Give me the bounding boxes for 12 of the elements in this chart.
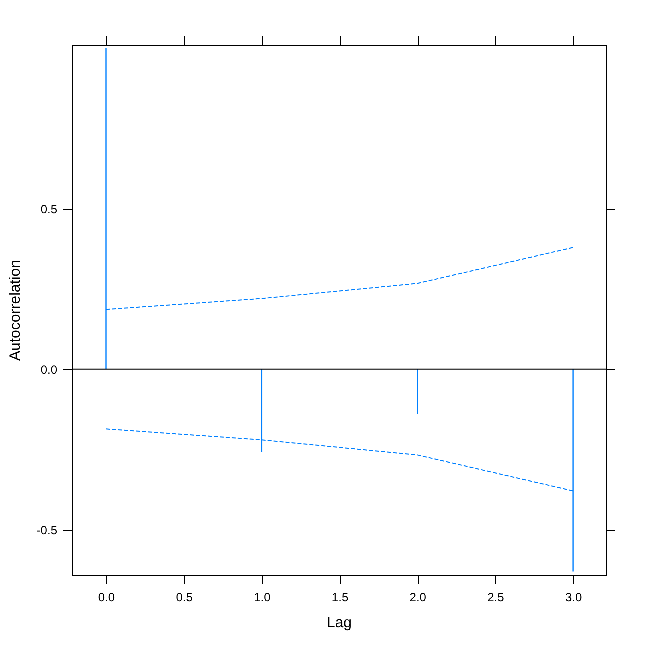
x-tick-label: 0.0 (98, 590, 116, 604)
x-tick-label: 2.0 (410, 590, 427, 604)
x-tick-label: 2.5 (488, 590, 505, 604)
x-tick-label: 0.5 (176, 590, 194, 604)
x-tick-label: 3.0 (565, 590, 582, 604)
x-axis-title: Lag (326, 614, 352, 632)
y-tick-label: 0.0 (40, 362, 58, 377)
y-axis-title: Autocorrelation (6, 260, 24, 361)
x-tick-label: 1.5 (332, 590, 349, 604)
x-tick-label: 1.0 (254, 590, 272, 604)
y-tick-label: -0.5 (36, 524, 58, 538)
y-tick-label: 0.5 (40, 202, 58, 216)
